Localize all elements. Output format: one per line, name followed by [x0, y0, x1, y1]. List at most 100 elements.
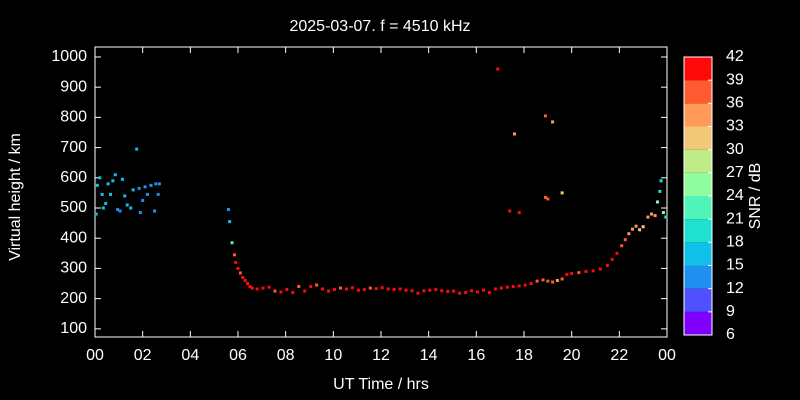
data-point	[94, 212, 98, 216]
data-point	[297, 285, 301, 289]
data-point	[630, 227, 634, 231]
data-point	[638, 228, 642, 232]
data-point	[543, 114, 547, 118]
colorbar-band	[684, 149, 712, 173]
data-point	[404, 288, 408, 292]
data-point	[153, 209, 157, 213]
data-point	[577, 271, 581, 275]
x-tick-label: 16	[467, 347, 485, 364]
data-point	[125, 203, 129, 207]
colorbar-band	[684, 311, 712, 335]
x-tick-label: 22	[610, 347, 628, 364]
data-point	[428, 288, 432, 292]
x-axis-label: UT Time / hrs	[333, 376, 429, 393]
x-tick-label: 02	[134, 347, 152, 364]
data-point	[529, 282, 533, 286]
data-point	[659, 179, 663, 183]
data-point	[615, 251, 619, 255]
y-tick-label: 1000	[51, 48, 87, 65]
data-point	[149, 183, 153, 187]
colorbar-tick-label: 33	[726, 118, 744, 135]
colorbar-tick-label: 39	[726, 71, 744, 88]
data-point	[523, 283, 527, 287]
y-tick-label: 700	[60, 139, 87, 156]
colorbar-tick-label: 36	[726, 95, 744, 112]
colorbar-band	[684, 219, 712, 243]
data-point	[422, 289, 426, 293]
data-point	[111, 179, 115, 183]
data-point	[476, 290, 480, 294]
data-point	[261, 286, 265, 290]
colorbar-tick-label: 21	[726, 210, 744, 227]
data-point	[234, 260, 238, 264]
data-point	[541, 278, 545, 282]
data-point	[623, 238, 627, 242]
data-point	[246, 282, 250, 286]
data-point	[315, 283, 319, 287]
data-point	[143, 185, 147, 189]
data-point	[338, 286, 342, 290]
data-point	[118, 209, 122, 213]
data-point	[517, 284, 521, 288]
data-point	[236, 266, 240, 270]
data-point	[374, 287, 378, 291]
data-point	[250, 286, 254, 290]
colorbar-band	[684, 103, 712, 127]
colorbar-tick-label: 18	[726, 234, 744, 251]
data-point	[113, 173, 117, 177]
data-point	[154, 182, 158, 186]
data-point	[493, 287, 497, 291]
data-point	[303, 289, 307, 293]
colorbar-tick-label: 27	[726, 164, 744, 181]
colorbar-band	[684, 196, 712, 220]
data-point	[273, 289, 277, 293]
data-point	[470, 289, 474, 293]
colorbar-tick-label: 9	[726, 303, 735, 320]
x-tick-label: 00	[86, 347, 104, 364]
colorbar-tick-label: 15	[726, 257, 744, 274]
data-point	[511, 285, 515, 289]
colorbar-band	[684, 80, 712, 104]
data-point	[120, 177, 124, 181]
data-point	[116, 208, 120, 212]
data-point	[321, 287, 325, 291]
plot-frame	[94, 46, 668, 338]
colorbar-tick-label: 42	[726, 48, 744, 65]
data-point	[605, 263, 609, 267]
x-tick-label: 00	[658, 347, 676, 364]
data-point	[131, 188, 135, 192]
data-point	[243, 279, 247, 283]
colorbar-band	[684, 126, 712, 150]
x-tick-label: 12	[372, 347, 390, 364]
data-point	[129, 206, 133, 210]
data-point	[362, 288, 366, 292]
data-point	[646, 215, 650, 219]
colorbar-band	[684, 265, 712, 289]
data-point	[440, 289, 444, 293]
y-tick-label: 300	[60, 260, 87, 277]
data-point	[551, 120, 555, 124]
data-point	[496, 67, 500, 71]
data-point	[101, 206, 105, 210]
data-point	[610, 257, 614, 261]
colorbar-tick-label: 12	[726, 280, 744, 297]
x-tick-label: 14	[420, 347, 438, 364]
data-point	[664, 215, 668, 219]
data-point	[560, 191, 564, 195]
data-point	[517, 211, 521, 215]
data-point	[487, 291, 491, 295]
data-point	[285, 288, 289, 292]
data-point	[226, 208, 230, 212]
data-point	[141, 198, 145, 202]
colorbar-band	[684, 57, 712, 81]
data-point	[499, 286, 503, 290]
data-point	[157, 182, 161, 186]
data-point	[137, 186, 141, 190]
y-tick-label: 400	[60, 229, 87, 246]
data-point	[350, 286, 354, 290]
data-point	[398, 287, 402, 291]
x-tick-label: 20	[563, 347, 581, 364]
data-point	[106, 182, 110, 186]
